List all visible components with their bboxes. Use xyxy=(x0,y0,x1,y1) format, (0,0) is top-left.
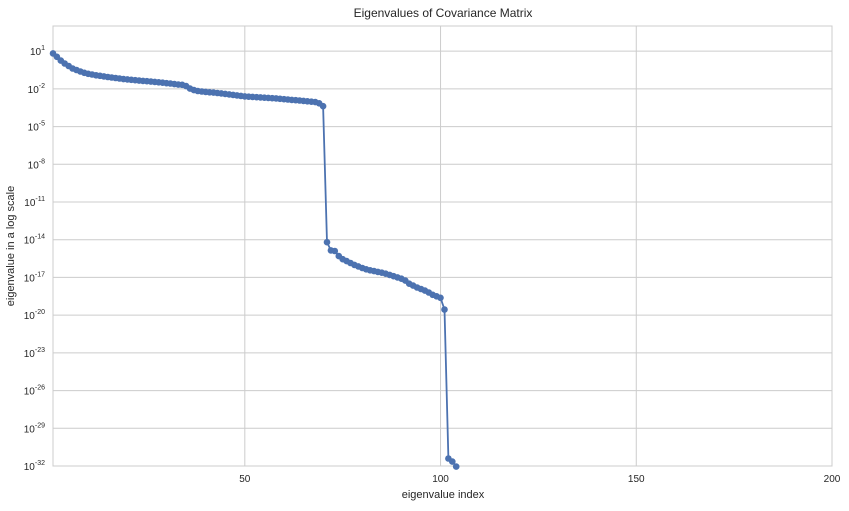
x-axis-label: eigenvalue index xyxy=(402,489,485,501)
x-tick-labels: 50 100 150 200 xyxy=(239,474,841,485)
data-point xyxy=(319,102,327,110)
y-axis-label: eigenvalue in a log scale xyxy=(5,186,17,306)
y-tick-label: 10-26 xyxy=(24,385,45,398)
y-tick-label: 10-32 xyxy=(24,460,45,473)
plot-area xyxy=(52,25,833,467)
chart-title: Eigenvalues of Covariance Matrix xyxy=(354,6,533,20)
y-tick-label: 10-20 xyxy=(24,309,45,322)
y-tick-label: 10-17 xyxy=(24,271,45,284)
data-point xyxy=(441,306,448,313)
x-tick-label: 150 xyxy=(628,474,645,485)
x-tick-label: 200 xyxy=(824,474,841,485)
y-tick-label: 10-29 xyxy=(24,422,45,435)
data-point xyxy=(437,294,444,302)
data-point xyxy=(323,238,331,246)
grid-lines xyxy=(53,26,833,467)
x-tick-label: 100 xyxy=(432,474,449,485)
y-tick-label: 10-23 xyxy=(24,347,45,360)
y-tick-labels: 101 10-2 10-5 10-8 10-11 10-14 10-17 10-20 10-23… xyxy=(24,45,45,473)
data-point xyxy=(449,458,456,465)
data-point xyxy=(452,463,460,470)
x-tick-label: 50 xyxy=(239,474,251,485)
data-series xyxy=(49,50,460,470)
y-tick-label: 10-2 xyxy=(28,83,45,96)
y-tick-label: 10-5 xyxy=(28,121,45,134)
data-point xyxy=(331,247,339,255)
y-tick-label: 101 xyxy=(30,45,45,58)
y-tick-label: 10-11 xyxy=(24,196,45,209)
y-tick-label: 10-8 xyxy=(28,158,45,171)
y-tick-label: 10-14 xyxy=(24,234,45,247)
